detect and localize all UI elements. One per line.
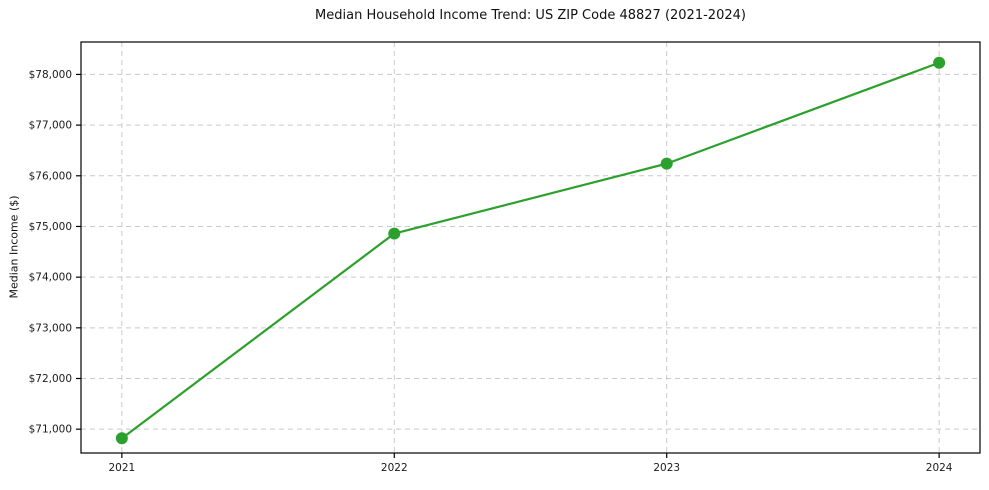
y-tick-label: $72,000 [29, 373, 72, 385]
data-point-marker [115, 432, 128, 445]
data-point-marker [933, 56, 946, 69]
y-axis-label: Median Income ($) [7, 195, 21, 299]
x-tick-label: 2024 [926, 462, 953, 474]
trend-line [120, 61, 941, 440]
y-tick-label: $76,000 [29, 170, 72, 182]
x-tick-label: 2023 [653, 462, 680, 474]
y-tick-label: $73,000 [29, 322, 72, 334]
y-tick-label: $74,000 [29, 272, 72, 284]
data-point-marker [660, 157, 673, 170]
y-tick-label: $78,000 [29, 69, 72, 81]
y-tick-label: $75,000 [29, 221, 72, 233]
plot-border [80, 41, 981, 454]
x-tick-label: 2021 [108, 462, 135, 474]
y-tick-label: $71,000 [29, 424, 72, 436]
y-tick-label: $77,000 [29, 120, 72, 132]
x-tick-label: 2022 [381, 462, 408, 474]
chart-title: Median Household Income Trend: US ZIP Co… [315, 8, 746, 23]
data-point-marker [388, 227, 401, 240]
